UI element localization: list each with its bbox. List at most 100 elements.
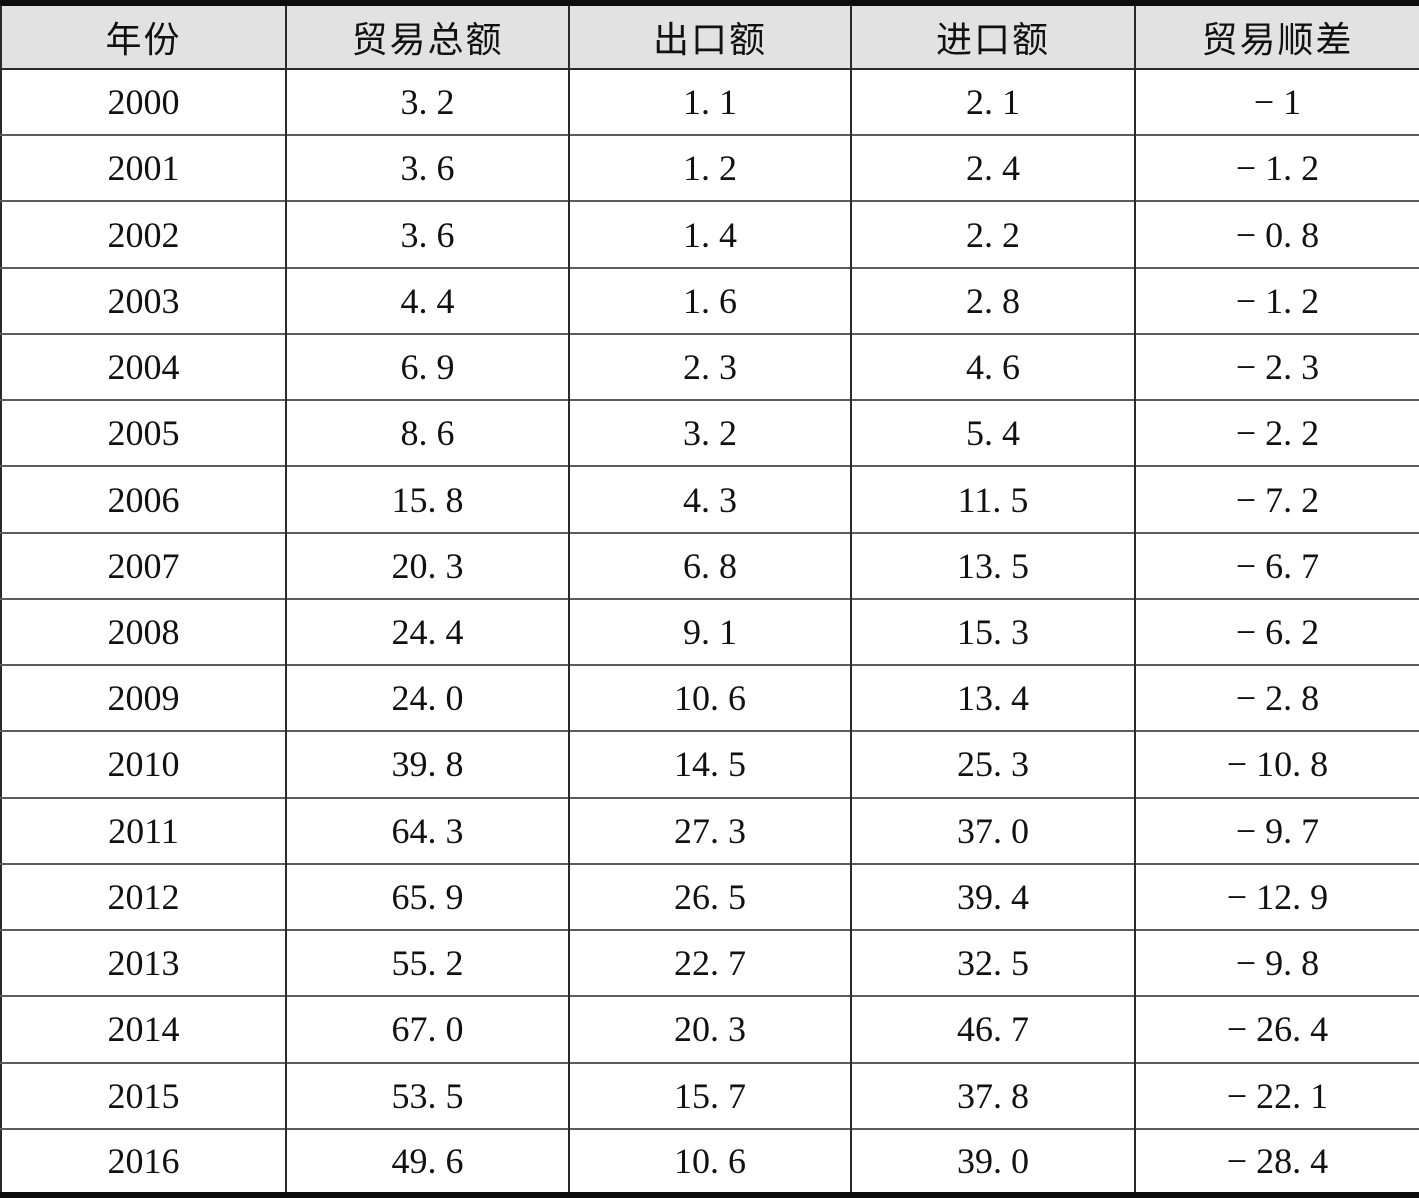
exports-cell: 20. 3 <box>568 995 851 1063</box>
exports-cell: 15. 7 <box>568 1061 851 1129</box>
exports-cell: 6. 8 <box>568 531 851 599</box>
exports-cell: 1. 4 <box>568 200 851 268</box>
table-row: 2005 8. 6 3. 2 5. 4− 2. 2 <box>1 399 1419 467</box>
total-trade-cell: 67. 0 <box>285 995 569 1063</box>
trade-balance-cell: − 9. 7 <box>1134 796 1419 864</box>
year-cell: 2007 <box>1 531 286 599</box>
total-trade-cell: 15. 8 <box>285 465 569 533</box>
year-cell: 2010 <box>1 730 286 798</box>
total-trade-cell: 49. 6 <box>285 1127 569 1195</box>
table-row: 2003 4. 4 1. 6 2. 8− 1. 2 <box>1 266 1419 334</box>
total-trade-cell: 3. 6 <box>285 134 569 202</box>
header-row: 年份 贸易总额 出口额 进口额 贸易顺差 <box>1 3 1419 70</box>
exports-cell: 10. 6 <box>568 1127 851 1195</box>
trade-balance-cell: − 26. 4 <box>1134 995 1419 1063</box>
imports-cell: 37. 8 <box>850 1061 1135 1129</box>
exports-cell: 10. 6 <box>568 664 851 732</box>
table-row: 2014 67. 0 20. 3 46. 7− 26. 4 <box>1 995 1419 1063</box>
exports-cell: 1. 6 <box>568 266 851 334</box>
imports-cell: 13. 4 <box>850 664 1135 732</box>
imports-cell: 5. 4 <box>850 399 1135 467</box>
table-row: 2001 3. 6 1. 2 2. 4− 1. 2 <box>1 134 1419 202</box>
table-row: 2006 15. 8 4. 3 11. 5− 7. 2 <box>1 465 1419 533</box>
exports-cell: 9. 1 <box>568 597 851 666</box>
exports-cell: 26. 5 <box>568 862 851 931</box>
trade-balance-cell: − 10. 8 <box>1134 730 1419 798</box>
column-header-trade-balance: 贸易顺差 <box>1134 3 1419 70</box>
trade-balance-cell: − 1. 2 <box>1134 266 1419 334</box>
imports-cell: 39. 0 <box>850 1127 1135 1195</box>
year-cell: 2015 <box>1 1061 286 1129</box>
total-trade-cell: 24. 0 <box>285 664 569 732</box>
column-header-total-trade: 贸易总额 <box>285 3 569 70</box>
year-cell: 2013 <box>1 929 286 997</box>
exports-cell: 1. 1 <box>568 69 851 136</box>
trade-balance-cell: − 9. 8 <box>1134 929 1419 997</box>
total-trade-cell: 4. 4 <box>285 266 569 334</box>
trade-balance-cell: − 0. 8 <box>1134 200 1419 268</box>
imports-cell: 2. 8 <box>850 266 1135 334</box>
imports-cell: 4. 6 <box>850 332 1135 401</box>
total-trade-cell: 24. 4 <box>285 597 569 666</box>
imports-cell: 37. 0 <box>850 796 1135 864</box>
imports-cell: 2. 2 <box>850 200 1135 268</box>
trade-balance-cell: − 1. 2 <box>1134 134 1419 202</box>
trade-balance-cell: − 28. 4 <box>1134 1127 1419 1195</box>
table-row: 2009 24. 0 10. 6 13. 4− 2. 8 <box>1 664 1419 732</box>
exports-cell: 1. 2 <box>568 134 851 202</box>
trade-balance-cell: − 1 <box>1134 69 1419 136</box>
year-cell: 2008 <box>1 597 286 666</box>
column-header-imports: 进口额 <box>850 3 1135 70</box>
year-cell: 2004 <box>1 332 286 401</box>
table-row: 2010 39. 8 14. 5 25. 3− 10. 8 <box>1 730 1419 798</box>
imports-cell: 11. 5 <box>850 465 1135 533</box>
total-trade-cell: 6. 9 <box>285 332 569 401</box>
year-cell: 2009 <box>1 664 286 732</box>
total-trade-cell: 65. 9 <box>285 862 569 931</box>
total-trade-cell: 8. 6 <box>285 399 569 467</box>
year-cell: 2000 <box>1 69 286 136</box>
trade-balance-cell: − 2. 2 <box>1134 399 1419 467</box>
table-row: 2012 65. 9 26. 5 39. 4− 12. 9 <box>1 862 1419 931</box>
trade-balance-cell: − 6. 7 <box>1134 531 1419 599</box>
table-row: 2007 20. 3 6. 8 13. 5− 6. 7 <box>1 531 1419 599</box>
trade-balance-cell: − 22. 1 <box>1134 1061 1419 1129</box>
table-row: 2015 53. 5 15. 7 37. 8− 22. 1 <box>1 1061 1419 1129</box>
total-trade-cell: 53. 5 <box>285 1061 569 1129</box>
year-cell: 2006 <box>1 465 286 533</box>
exports-cell: 3. 2 <box>568 399 851 467</box>
year-cell: 2012 <box>1 862 286 931</box>
total-trade-cell: 3. 6 <box>285 200 569 268</box>
exports-cell: 14. 5 <box>568 730 851 798</box>
table-row: 2013 55. 2 22. 7 32. 5− 9. 8 <box>1 929 1419 997</box>
table-row: 2016 49. 6 10. 6 39. 0− 28. 4 <box>1 1127 1419 1195</box>
imports-cell: 32. 5 <box>850 929 1135 997</box>
total-trade-cell: 64. 3 <box>285 796 569 864</box>
table-row: 2008 24. 4 9. 1 15. 3− 6. 2 <box>1 597 1419 666</box>
trade-balance-cell: − 6. 2 <box>1134 597 1419 666</box>
total-trade-cell: 20. 3 <box>285 531 569 599</box>
total-trade-cell: 55. 2 <box>285 929 569 997</box>
year-cell: 2001 <box>1 134 286 202</box>
imports-cell: 46. 7 <box>850 995 1135 1063</box>
table-header: 年份 贸易总额 出口额 进口额 贸易顺差 <box>1 3 1419 70</box>
imports-cell: 39. 4 <box>850 862 1135 931</box>
imports-cell: 13. 5 <box>850 531 1135 599</box>
trade-balance-cell: − 2. 3 <box>1134 332 1419 401</box>
exports-cell: 2. 3 <box>568 332 851 401</box>
year-cell: 2011 <box>1 796 286 864</box>
year-cell: 2016 <box>1 1127 286 1195</box>
table-row: 2000 3. 2 1. 1 2. 1− 1 <box>1 69 1419 136</box>
year-cell: 2014 <box>1 995 286 1063</box>
column-header-exports: 出口额 <box>568 3 851 70</box>
imports-cell: 15. 3 <box>850 597 1135 666</box>
table-row: 2002 3. 6 1. 4 2. 2− 0. 8 <box>1 200 1419 268</box>
exports-cell: 4. 3 <box>568 465 851 533</box>
exports-cell: 22. 7 <box>568 929 851 997</box>
table-body: 2000 3. 2 1. 1 2. 1− 1 2001 3. 6 1. 2 2. 4− 1. … <box>1 69 1419 1195</box>
total-trade-cell: 39. 8 <box>285 730 569 798</box>
trade-balance-cell: − 2. 8 <box>1134 664 1419 732</box>
year-cell: 2003 <box>1 266 286 334</box>
